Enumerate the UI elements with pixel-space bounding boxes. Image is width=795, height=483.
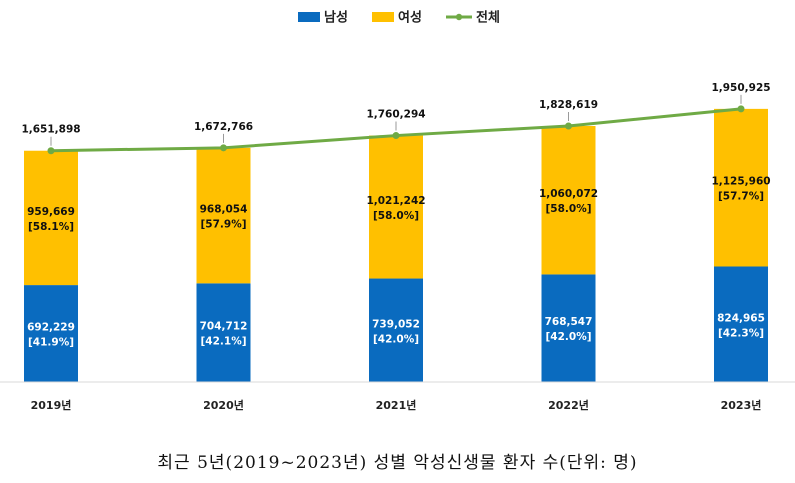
legend-swatch-1 (372, 12, 394, 22)
bar-female-2023년 (714, 108, 768, 267)
x-axis: 2019년 2020년 2021년 2022년 2023년 (0, 381, 795, 412)
male-value-label: 768,547 (545, 316, 593, 328)
female-share-label: [57.7%] (718, 191, 764, 203)
bar-male-2022년 (541, 274, 596, 382)
legend-swatch-0 (298, 12, 320, 22)
male-share-label: [42.3%] (718, 327, 764, 339)
legend-label-0: 남성 (324, 10, 348, 26)
female-share-label: [58.0%] (545, 203, 591, 215)
bar-male-2021년 (369, 278, 423, 382)
female-value-label: 1,021,242 (366, 195, 425, 207)
x-tick-label: 2020년 (203, 398, 244, 412)
total-point (737, 105, 745, 113)
total-point (47, 147, 55, 155)
female-share-label: [58.1%] (28, 221, 74, 233)
legend-label-2: 전체 (476, 10, 500, 26)
male-share-label: [42.1%] (200, 336, 246, 348)
male-value-label: 824,965 (717, 312, 765, 324)
total-value-label: 1,760,294 (366, 109, 425, 121)
bar-female-2020년 (196, 147, 251, 284)
stacked-bar-chart: 남성 여성 전체 692,229 [41.9%] 959,669 [58.1%] 704,7… (0, 10, 795, 412)
bar-male-2019년 (24, 285, 78, 382)
bars-layer (24, 108, 768, 382)
male-value-label: 692,229 (27, 322, 75, 334)
total-value-label: 1,950,925 (711, 82, 770, 94)
legend-label-1: 여성 (398, 10, 422, 26)
male-value-label: 704,712 (200, 321, 248, 333)
bar-female-2019년 (24, 150, 78, 286)
female-value-label: 1,125,960 (711, 176, 770, 188)
labels-layer: 692,229 [41.9%] 959,669 [58.1%] 704,712 [42.1… (21, 82, 770, 349)
female-share-label: [57.9%] (200, 219, 246, 231)
bar-male-2020년 (196, 283, 251, 382)
female-value-label: 959,669 (27, 206, 75, 218)
male-share-label: [42.0%] (373, 333, 419, 345)
female-value-label: 968,054 (200, 204, 248, 216)
x-tick-label: 2021년 (376, 398, 417, 412)
x-tick-label: 2019년 (31, 398, 72, 412)
female-share-label: [58.0%] (373, 210, 419, 222)
total-line-layer (47, 94, 745, 155)
legend-line-marker (455, 13, 463, 21)
bar-female-2022년 (541, 125, 596, 275)
bar-female-2021년 (369, 135, 423, 279)
total-value-label: 1,672,766 (194, 121, 253, 133)
female-value-label: 1,060,072 (539, 188, 598, 200)
chart-caption: 최근 5년(2019~2023년) 성별 악성신생물 환자 수(단위: 명) (157, 453, 638, 473)
total-point (220, 144, 227, 152)
total-point (565, 122, 572, 130)
x-tick-label: 2022년 (548, 398, 589, 412)
x-tick-label: 2023년 (721, 398, 762, 412)
male-value-label: 739,052 (372, 318, 420, 330)
total-value-label: 1,828,619 (539, 99, 598, 111)
male-share-label: [42.0%] (545, 331, 591, 343)
total-value-label: 1,651,898 (21, 124, 80, 136)
legend: 남성 여성 전체 (298, 10, 500, 26)
bar-male-2023년 (714, 266, 768, 382)
male-share-label: [41.9%] (28, 337, 74, 349)
total-point (392, 132, 400, 140)
